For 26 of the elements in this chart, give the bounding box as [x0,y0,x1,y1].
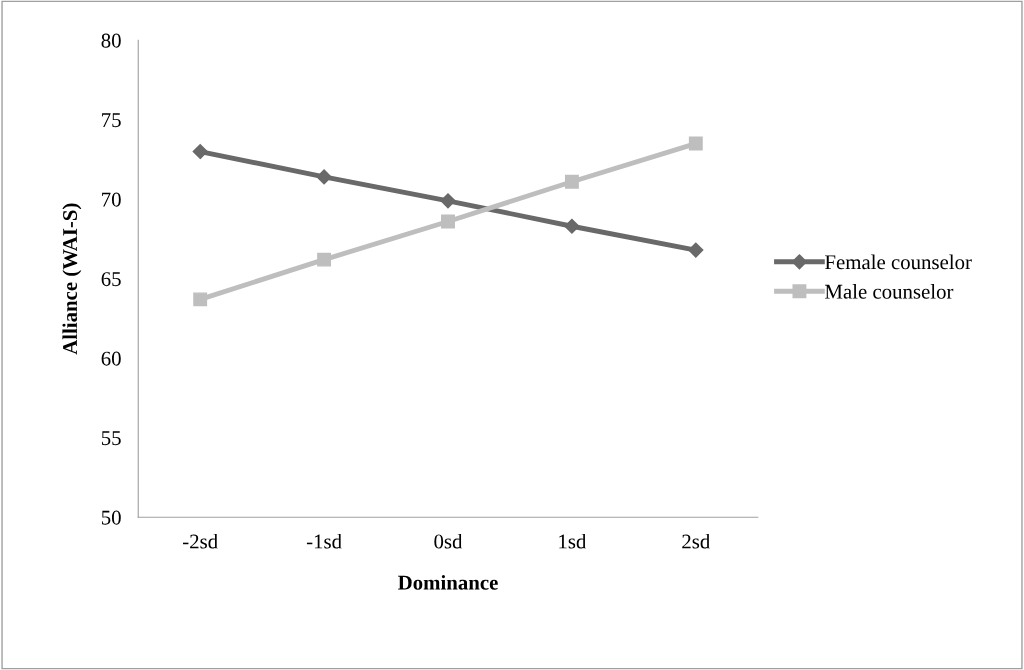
x-tick-label: 0sd [434,533,463,549]
x-axis-title: Dominance [398,575,498,590]
legend-label: Female counselor [825,254,972,270]
y-tick-label: 55 [101,431,121,446]
point [317,252,332,267]
y-axis-title: Alliance (WAI-S) [62,203,82,355]
x-tick-label: 1sd [559,533,587,549]
point [316,169,332,185]
point [688,242,704,258]
point [688,136,703,151]
y-tick-label: 70 [102,192,121,207]
x-tick-label: 2sd [682,533,711,549]
point [192,143,208,160]
x-tick-label: -2sd [183,533,218,549]
y-tick-label: 60 [101,351,121,366]
y-tick-label: 50 [101,510,121,525]
point [441,214,455,229]
point [193,292,208,307]
x-tick-label: -1sd [306,533,342,549]
y-tick-label: 75 [102,113,121,128]
point [564,174,579,189]
y-tick-label: 65 [101,272,121,287]
y-tick-label: 80 [101,33,121,48]
point [440,193,456,209]
legend-label: Male counselor [825,284,954,299]
point [564,218,580,234]
